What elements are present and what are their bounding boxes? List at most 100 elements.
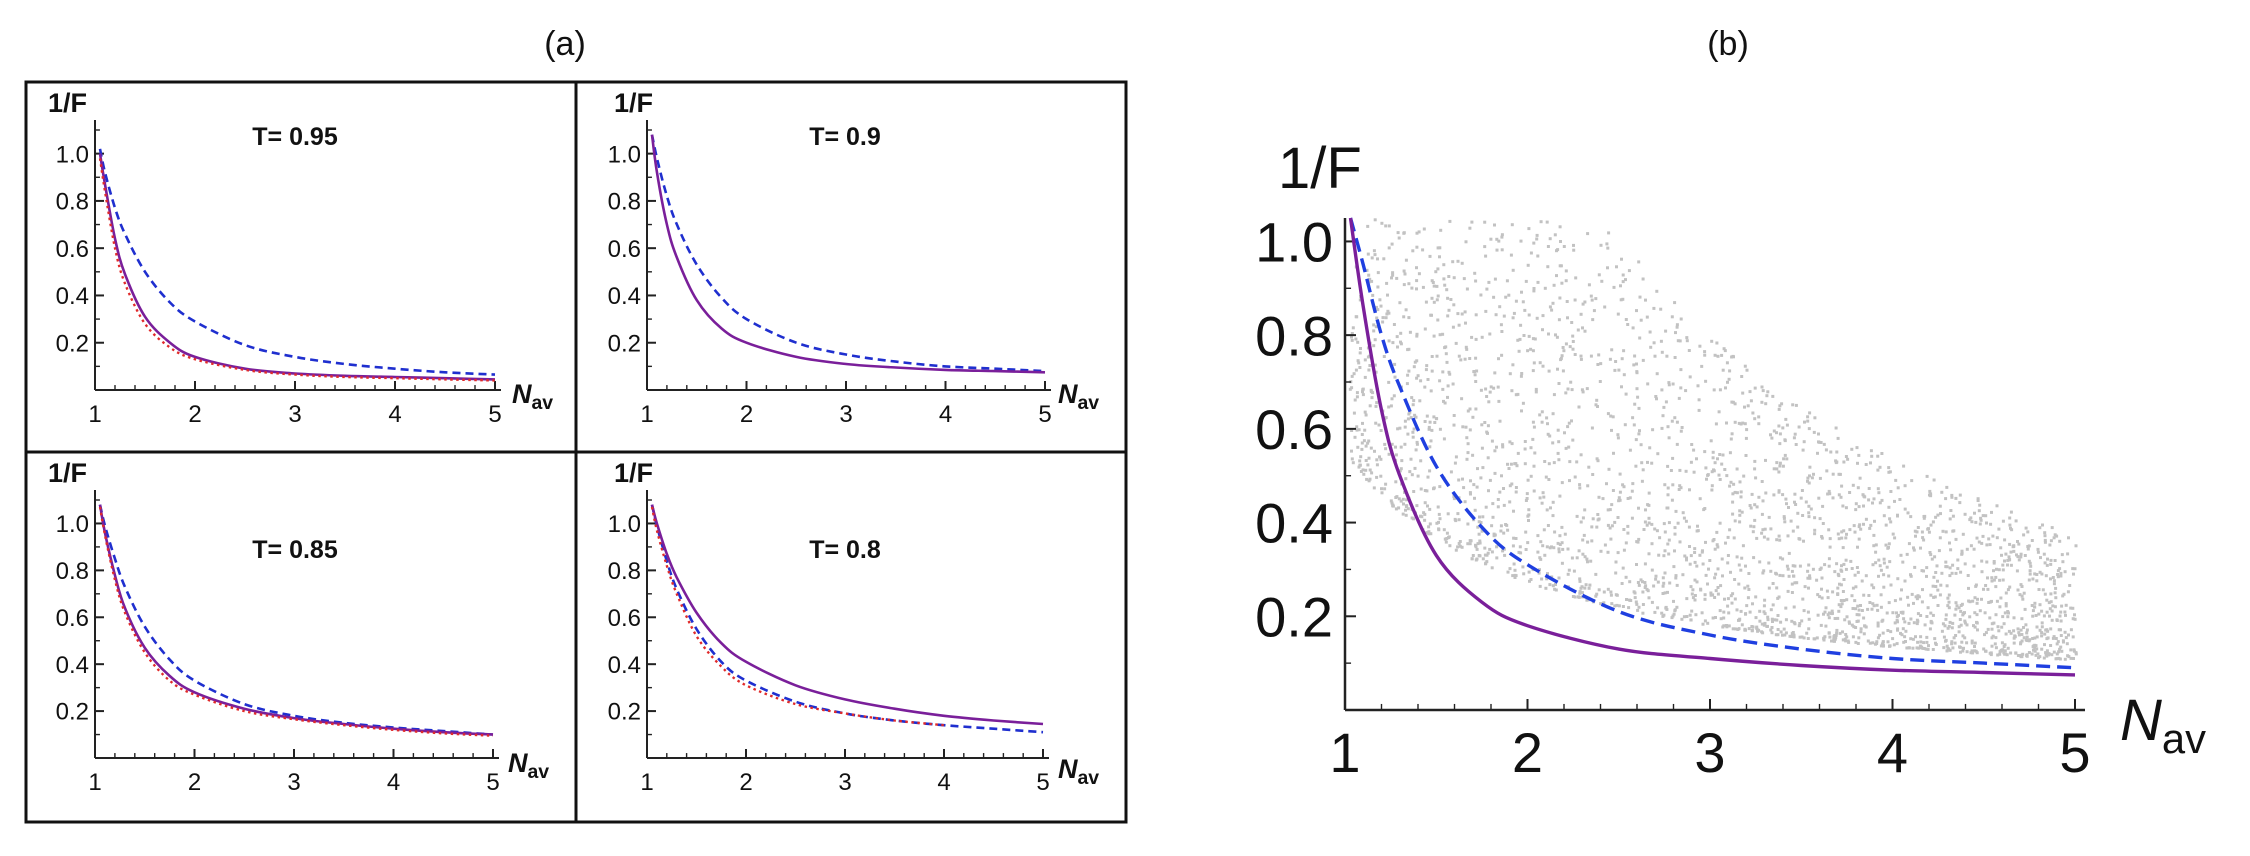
- scatter-point: [1980, 570, 1984, 574]
- scatter-point: [1492, 386, 1496, 390]
- scatter-point: [1975, 601, 1979, 605]
- scatter-point: [1387, 311, 1391, 315]
- scatter-point: [1812, 472, 1815, 476]
- scatter-point: [2064, 636, 2068, 640]
- scatter-point: [1851, 586, 1855, 590]
- scatter-point: [1456, 312, 1460, 316]
- scatter-point: [2019, 628, 2023, 632]
- scatter-point: [1693, 578, 1697, 582]
- scatter-point: [1785, 457, 1789, 461]
- scatter-point: [1984, 514, 1988, 518]
- scatter-point: [1662, 613, 1666, 617]
- scatter-point: [1965, 650, 1969, 654]
- scatter-point: [1996, 625, 2000, 629]
- scatter-point: [1715, 530, 1719, 534]
- scatter-point: [1566, 316, 1569, 320]
- scatter-point: [1571, 347, 1575, 351]
- scatter-point: [1743, 364, 1747, 368]
- scatter-point: [1854, 607, 1858, 611]
- y-tick-label: 1.0: [56, 141, 89, 168]
- scatter-point: [1822, 442, 1826, 446]
- scatter-point: [1727, 377, 1731, 381]
- scatter-point: [1564, 342, 1568, 346]
- scatter-point: [1782, 627, 1786, 631]
- scatter-point: [1842, 562, 1846, 566]
- scatter-point: [1983, 611, 1987, 615]
- scatter-point: [1953, 613, 1957, 617]
- scatter-point: [1619, 284, 1622, 288]
- scatter-point: [1850, 623, 1854, 627]
- scatter-point: [1480, 423, 1484, 427]
- scatter-point: [1663, 591, 1667, 595]
- scatter-point: [1951, 646, 1955, 650]
- scatter-point: [1934, 585, 1938, 588]
- scatter-point: [1399, 342, 1403, 346]
- scatter-point: [1881, 644, 1885, 648]
- scatter-point: [1361, 393, 1365, 397]
- scatter-point: [1819, 441, 1823, 444]
- scatter-point: [2051, 604, 2055, 608]
- scatter-point: [1507, 467, 1511, 470]
- scatter-point: [1722, 347, 1726, 351]
- scatter-point: [1841, 546, 1845, 550]
- scatter-point: [1502, 503, 1506, 507]
- scatter-point: [1796, 525, 1800, 529]
- scatter-point: [1959, 650, 1962, 654]
- scatter-point: [1394, 480, 1398, 484]
- scatter-point: [1835, 562, 1839, 566]
- panel-label-a: (a): [544, 25, 586, 63]
- scatter-point: [1424, 368, 1428, 372]
- scatter-point: [1912, 548, 1916, 552]
- scatter-point: [2014, 651, 2018, 655]
- scatter-point: [1735, 467, 1739, 471]
- scatter-point: [1997, 568, 2001, 572]
- scatter-point: [1547, 369, 1551, 373]
- scatter-point: [1570, 388, 1574, 392]
- scatter-point: [1536, 550, 1540, 554]
- scatter-point: [1874, 642, 1877, 646]
- scatter-point: [1740, 623, 1744, 627]
- scatter-point: [1372, 344, 1376, 348]
- scatter-point: [1936, 604, 1940, 607]
- scatter-point: [1471, 453, 1475, 457]
- scatter-point: [2001, 615, 2005, 619]
- scatter-point: [1720, 462, 1724, 466]
- scatter-point: [1903, 507, 1907, 511]
- scatter-point: [1992, 621, 1996, 625]
- scatter-point: [1661, 576, 1665, 580]
- scatter-point: [1696, 524, 1699, 528]
- scatter-point: [1532, 289, 1536, 293]
- scatter-point: [1474, 545, 1478, 549]
- scatter-point: [1714, 616, 1717, 619]
- scatter-point: [1640, 461, 1644, 465]
- scatter-point: [1578, 483, 1582, 487]
- scatter-point: [1827, 557, 1831, 561]
- scatter-point: [1762, 604, 1766, 608]
- scatter-point: [1439, 228, 1443, 232]
- scatter-point: [1998, 652, 2002, 656]
- scatter-point: [2071, 606, 2075, 610]
- scatter-point: [2033, 572, 2037, 576]
- scatter-point: [1790, 569, 1794, 573]
- scatter-point: [1554, 588, 1558, 592]
- scatter-point: [1687, 349, 1691, 352]
- scatter-point: [1536, 254, 1540, 258]
- x-axis-label: Nav: [508, 748, 549, 783]
- scatter-point: [1627, 269, 1631, 273]
- y-tick-label: 0.2: [608, 699, 641, 726]
- scatter-point: [1922, 515, 1926, 518]
- scatter-point: [1419, 487, 1423, 491]
- scatter-point: [1643, 562, 1647, 566]
- scatter-point: [1460, 312, 1464, 316]
- scatter-point: [1776, 596, 1780, 600]
- scatter-point: [1445, 531, 1449, 535]
- scatter-point: [1771, 394, 1775, 398]
- scatter-point: [1452, 276, 1456, 280]
- scatter-point: [1975, 613, 1979, 617]
- scatter-point: [1581, 516, 1585, 520]
- scatter-point: [1411, 435, 1415, 439]
- scatter-point: [1860, 609, 1864, 612]
- scatter-point: [1474, 313, 1478, 317]
- scatter-point: [1703, 353, 1707, 357]
- scatter-point: [1511, 544, 1515, 548]
